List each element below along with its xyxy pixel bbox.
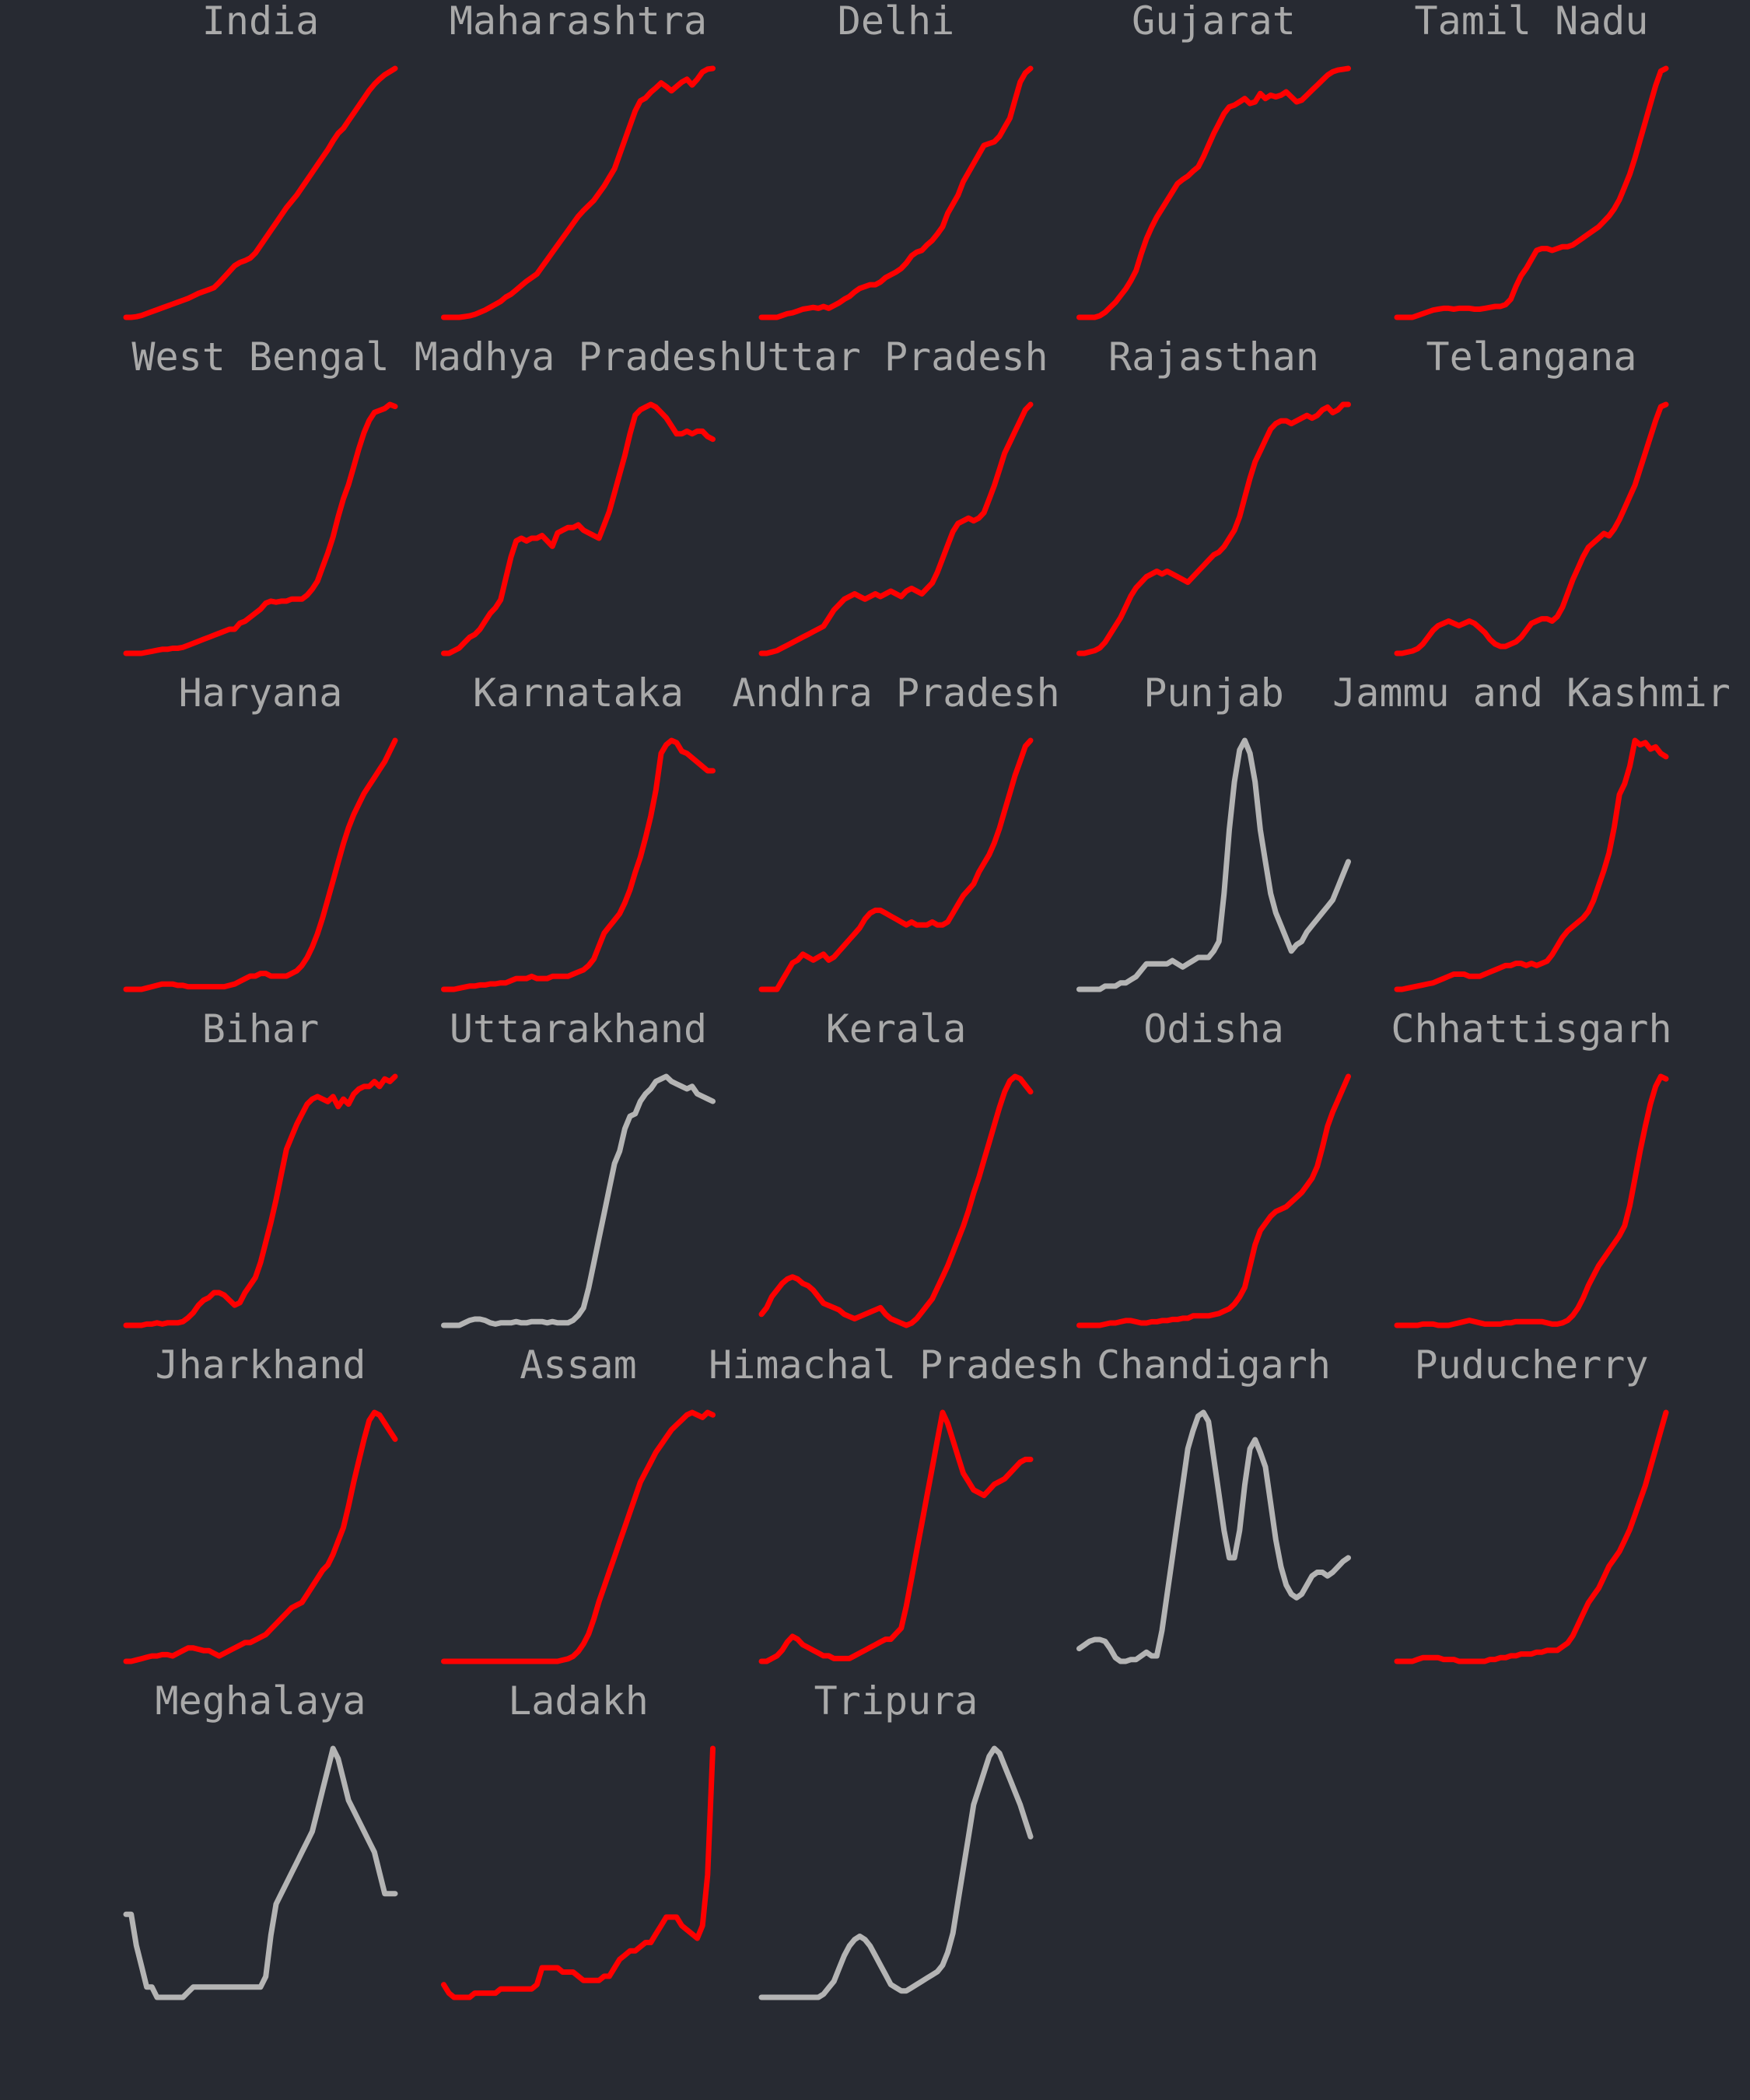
series-line	[758, 65, 1034, 320]
panel-ladakh: Ladakh	[441, 1678, 716, 2000]
panel-tripura: Tripura	[758, 1678, 1034, 2000]
series-line	[123, 401, 398, 656]
panel-bihar: Bihar	[123, 1006, 398, 1328]
panel-maharashtra: Maharashtra	[441, 0, 716, 320]
series-line	[1394, 1073, 1669, 1328]
panel-title: Telangana	[1426, 334, 1637, 380]
panel-title: West Bengal	[131, 334, 389, 380]
panel-title: Rajasthan	[1108, 334, 1319, 380]
panel-andhra-pradesh: Andhra Pradesh	[732, 670, 1060, 992]
panel-meghalaya: Meghalaya	[123, 1678, 398, 2000]
panel-madhya-pradesh: Madhya Pradesh	[415, 334, 742, 656]
panel-uttar-pradesh: Uttar Pradesh	[744, 334, 1048, 656]
series-line	[758, 737, 1034, 992]
series-line	[1394, 737, 1669, 992]
series-line	[1394, 401, 1669, 656]
series-line	[1394, 1409, 1669, 1664]
panel-title: Andhra Pradesh	[732, 670, 1059, 716]
panel-title: Gujarat	[1132, 0, 1296, 44]
series-line	[758, 1073, 1034, 1328]
panel-title: Madhya Pradesh	[415, 334, 742, 380]
panel-title: Tripura	[814, 1678, 978, 1724]
panel-title: Haryana	[179, 670, 343, 716]
panel-himachal-pradesh: Himachal Pradesh	[709, 1342, 1083, 1664]
panel-title: Meghalaya	[156, 1678, 366, 1724]
panel-title: Maharashtra	[450, 0, 707, 44]
series-line	[441, 65, 716, 320]
panel-title: Ladakh	[508, 1678, 649, 1724]
panel-karnataka: Karnataka	[441, 670, 716, 992]
series-line	[1076, 401, 1351, 656]
panel-title: Puducherry	[1414, 1342, 1648, 1388]
series-line	[758, 401, 1034, 656]
series-line	[441, 401, 716, 656]
series-line	[758, 1745, 1034, 2000]
series-line	[1076, 65, 1351, 320]
series-line	[758, 1409, 1034, 1664]
panel-title: Delhi	[838, 0, 955, 44]
panel-title: Kerala	[826, 1006, 967, 1052]
panel-jammu-and-kashmir: Jammu and Kashmir	[1332, 670, 1731, 992]
panel-assam: Assam	[441, 1342, 716, 1664]
series-line	[123, 1073, 398, 1328]
series-line	[123, 1745, 398, 2000]
panel-india: India	[123, 0, 398, 320]
panel-haryana: Haryana	[123, 670, 398, 992]
panel-uttarakhand: Uttarakhand	[441, 1006, 716, 1328]
series-line	[441, 737, 716, 992]
panel-title: Karnataka	[473, 670, 684, 716]
series-line	[123, 1409, 398, 1664]
panel-delhi: Delhi	[758, 0, 1034, 320]
series-line	[441, 1409, 716, 1664]
series-line	[1076, 737, 1351, 992]
panel-chandigarh: Chandigarh	[1076, 1342, 1351, 1664]
series-line	[1076, 1409, 1351, 1664]
panel-title: Jammu and Kashmir	[1332, 670, 1731, 716]
series-line	[441, 1073, 716, 1328]
panel-title: Himachal Pradesh	[709, 1342, 1083, 1388]
panel-gujarat: Gujarat	[1076, 0, 1351, 320]
panel-puducherry: Puducherry	[1394, 1342, 1669, 1664]
panel-title: Tamil Nadu	[1414, 0, 1648, 44]
panel-title: Punjab	[1143, 670, 1284, 716]
panel-jharkhand: Jharkhand	[123, 1342, 398, 1664]
panel-title: Chhattisgarh	[1391, 1006, 1671, 1052]
panel-punjab: Punjab	[1076, 670, 1351, 992]
panel-telangana: Telangana	[1394, 334, 1669, 656]
panel-title: Odisha	[1143, 1006, 1284, 1052]
series-line	[1076, 1073, 1351, 1328]
panel-rajasthan: Rajasthan	[1076, 334, 1351, 656]
panel-title: Bihar	[202, 1006, 320, 1052]
panel-title: Uttarakhand	[450, 1006, 707, 1052]
series-line	[1394, 65, 1669, 320]
panel-tamil-nadu: Tamil Nadu	[1394, 0, 1669, 320]
series-line	[123, 65, 398, 320]
panel-title: Uttar Pradesh	[744, 334, 1048, 380]
panel-chhattisgarh: Chhattisgarh	[1391, 1006, 1672, 1328]
series-line	[441, 1745, 716, 2000]
series-line	[123, 737, 398, 992]
panel-title: Assam	[520, 1342, 637, 1388]
panel-title: Chandigarh	[1097, 1342, 1331, 1388]
panel-title: Jharkhand	[156, 1342, 366, 1388]
panel-kerala: Kerala	[758, 1006, 1034, 1328]
panel-west-bengal: West Bengal	[123, 334, 398, 656]
panel-title: India	[202, 0, 320, 44]
panel-odisha: Odisha	[1076, 1006, 1351, 1328]
